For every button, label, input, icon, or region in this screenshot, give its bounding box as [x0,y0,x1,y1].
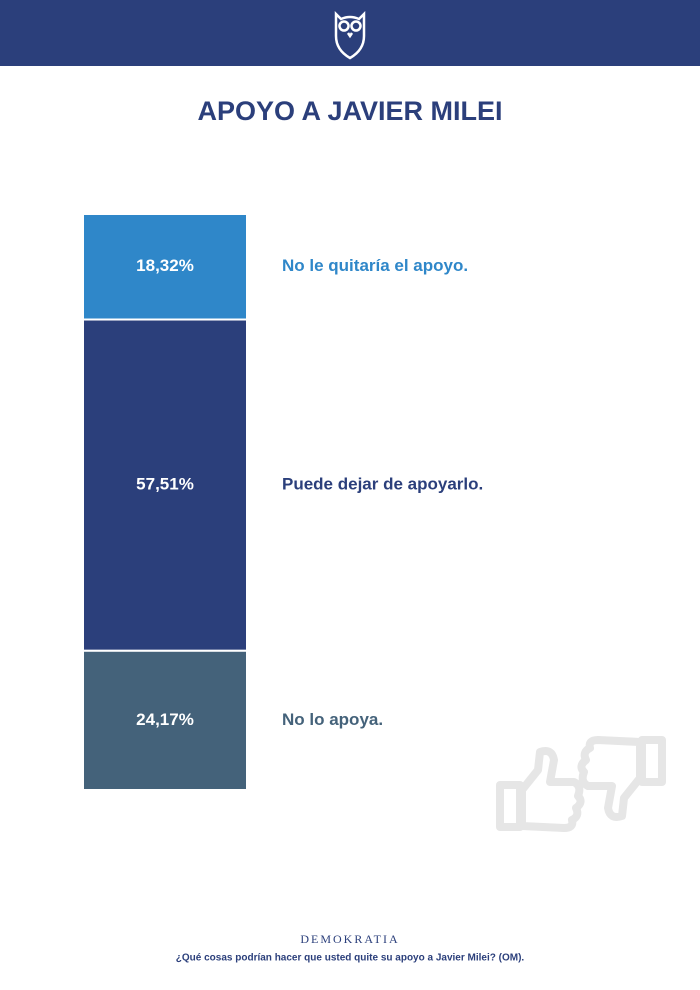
chart-title: APOYO A JAVIER MILEI [197,96,502,126]
value-label: 24,17% [136,710,194,729]
thumbs-icon [496,736,666,832]
legend-label: No le quitaría el apoyo. [282,256,468,275]
footnote: ¿Qué cosas podrían hacer que usted quite… [176,953,525,964]
brand: DEMOKRATIA [300,932,399,946]
owl-logo [334,10,366,60]
legend-label: Puede dejar de apoyarlo. [282,475,483,494]
legend-label: No lo apoya. [282,710,383,729]
bar-segment [82,318,248,652]
header-bar [0,0,700,66]
bar-segment [82,213,248,321]
bar-segment [82,649,248,792]
value-label: 18,32% [136,256,194,275]
value-label: 57,51% [136,475,194,494]
